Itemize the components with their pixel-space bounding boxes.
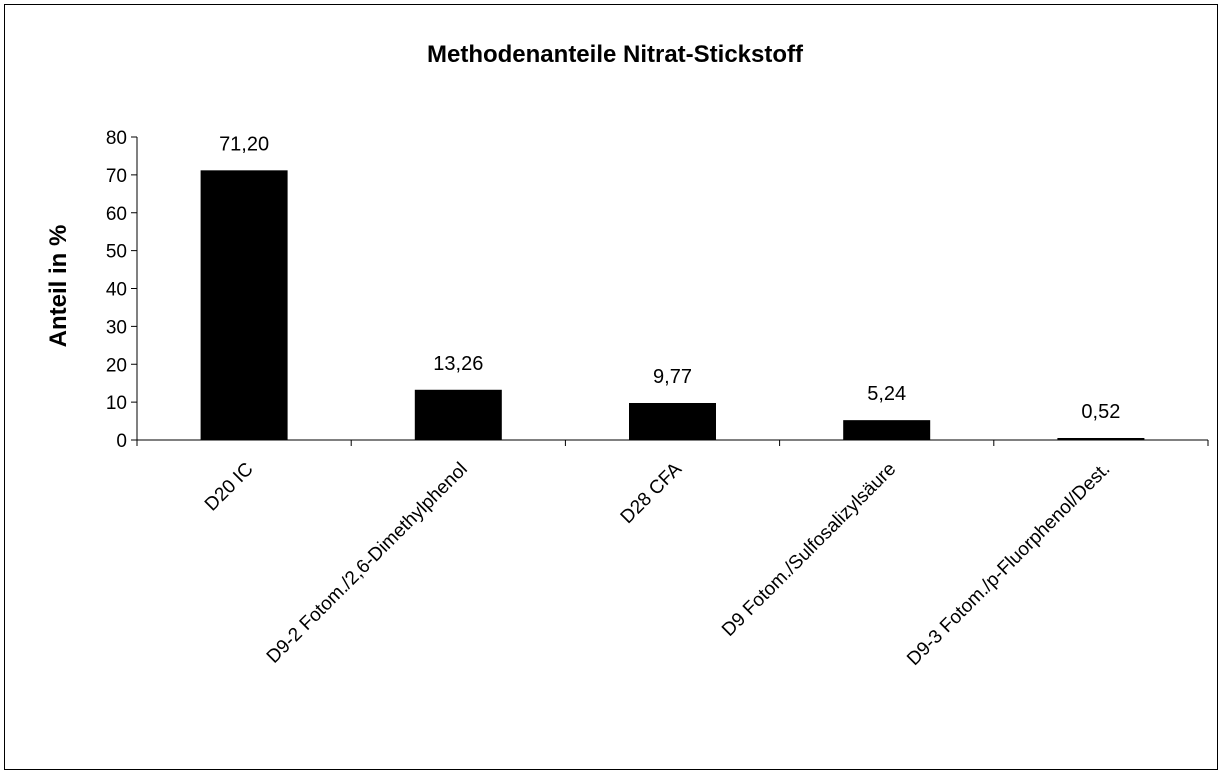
y-tick-label: 30 bbox=[106, 317, 127, 338]
y-axis-label: Anteil in % bbox=[45, 225, 72, 348]
x-tick-label: D9-2 Fotom./2,6-Dimethylphenol bbox=[263, 459, 472, 668]
y-tick-label: 70 bbox=[106, 166, 127, 187]
x-tick-label: D20 IC bbox=[201, 459, 258, 516]
y-tick-label: 40 bbox=[106, 280, 127, 301]
data-label: 13,26 bbox=[433, 353, 483, 375]
data-label: 5,24 bbox=[867, 383, 906, 405]
bar bbox=[414, 389, 502, 440]
bar bbox=[1057, 438, 1145, 440]
value-labels: 71,20 13,26 9,77 5,24 0,52 bbox=[219, 133, 1120, 423]
data-label: 9,77 bbox=[653, 366, 692, 388]
data-label: 71,20 bbox=[219, 133, 269, 155]
data-label: 0,52 bbox=[1081, 401, 1120, 423]
x-tick-label: D9 Fotom./Sulfosalizylsäure bbox=[718, 459, 900, 641]
y-tick-label: 20 bbox=[106, 355, 127, 376]
y-tick-label: 10 bbox=[106, 393, 127, 414]
y-tick-label: 80 bbox=[106, 128, 127, 149]
bar bbox=[200, 170, 288, 440]
bar bbox=[843, 420, 931, 440]
bar bbox=[629, 402, 716, 440]
y-tick-label: 0 bbox=[116, 431, 127, 452]
axes: 0 10 20 30 40 50 60 70 80 bbox=[106, 128, 1209, 452]
category-labels: D20 IC D9-2 Fotom./2,6-Dimethylphenol D28 … bbox=[201, 458, 1114, 669]
y-tick-label: 50 bbox=[106, 242, 127, 263]
y-tick-label: 60 bbox=[106, 204, 127, 225]
chart-title: Methodenanteile Nitrat-Stickstoff bbox=[427, 41, 804, 68]
bars bbox=[200, 170, 1145, 440]
x-tick-label: D28 CFA bbox=[617, 458, 687, 528]
x-tick-label: D9-3 Fotom./p-Fluorphenol/Dest. bbox=[903, 459, 1114, 670]
